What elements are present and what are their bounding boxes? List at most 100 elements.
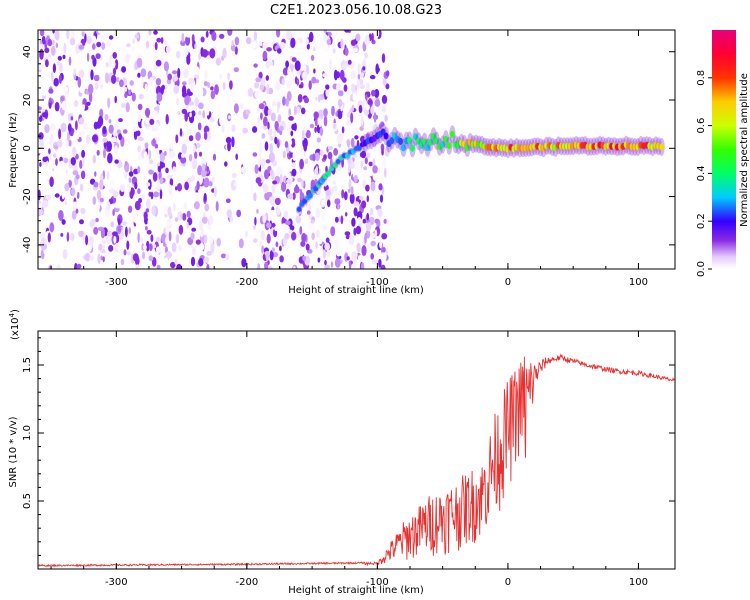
noise-cell bbox=[337, 98, 343, 108]
noise-cell bbox=[276, 30, 281, 38]
noise-cell bbox=[145, 117, 151, 125]
noise-cell bbox=[350, 137, 355, 148]
noise-cell bbox=[372, 259, 378, 265]
noise-cell bbox=[71, 210, 77, 220]
noise-cell bbox=[262, 50, 268, 61]
noise-cell bbox=[293, 185, 300, 194]
noise-cell bbox=[312, 46, 316, 52]
noise-cell bbox=[315, 41, 321, 51]
noise-cell bbox=[148, 255, 154, 262]
noise-cell bbox=[329, 139, 334, 147]
noise-cell bbox=[241, 258, 247, 268]
noise-cell bbox=[144, 83, 148, 92]
noise-cell bbox=[227, 30, 233, 36]
noise-cell bbox=[277, 114, 282, 123]
noise-cell bbox=[190, 175, 196, 182]
noise-cell bbox=[353, 259, 357, 269]
noise-cell bbox=[361, 245, 367, 257]
noise-cell bbox=[326, 39, 332, 45]
noise-cell bbox=[175, 233, 180, 244]
noise-cell bbox=[163, 61, 169, 72]
noise-cell bbox=[334, 258, 341, 268]
noise-cell bbox=[286, 124, 292, 136]
noise-cell bbox=[173, 84, 179, 94]
noise-cell bbox=[61, 219, 66, 225]
noise-cell bbox=[269, 250, 274, 261]
noise-cell bbox=[257, 107, 260, 112]
noise-cell bbox=[271, 101, 277, 107]
noise-cell bbox=[126, 240, 130, 250]
noise-cell bbox=[181, 143, 187, 155]
noise-cell bbox=[184, 47, 189, 56]
noise-cell bbox=[266, 83, 270, 95]
noise-cell bbox=[254, 164, 259, 174]
noise-cell bbox=[76, 263, 82, 269]
noise-cell bbox=[275, 241, 279, 248]
noise-cell bbox=[153, 64, 158, 71]
noise-cell bbox=[125, 102, 130, 113]
noise-cell bbox=[362, 179, 367, 188]
noise-cell bbox=[274, 197, 281, 206]
noise-cell bbox=[195, 66, 200, 75]
noise-cell bbox=[381, 233, 388, 240]
noise-cell bbox=[82, 104, 86, 111]
noise-cell bbox=[61, 100, 68, 111]
noise-cell bbox=[223, 69, 228, 78]
noise-cell bbox=[357, 100, 363, 107]
noise-cell bbox=[355, 159, 360, 170]
x-tick-label: -200 bbox=[236, 277, 259, 288]
snr-frame bbox=[37, 330, 676, 570]
noise-cell bbox=[333, 148, 338, 156]
noise-cell bbox=[378, 183, 383, 191]
noise-cell bbox=[114, 159, 119, 164]
noise-cell bbox=[156, 181, 161, 192]
noise-cell bbox=[279, 245, 282, 252]
noise-cell bbox=[48, 148, 51, 155]
noise-cell bbox=[279, 173, 283, 185]
noise-cell bbox=[151, 205, 157, 216]
noise-cell bbox=[207, 224, 212, 231]
noise-cell bbox=[377, 167, 381, 175]
noise-cell bbox=[101, 34, 107, 42]
noise-cell bbox=[176, 183, 183, 192]
noise-cell bbox=[65, 176, 69, 185]
noise-cell bbox=[274, 120, 279, 130]
noise-cell bbox=[195, 131, 201, 141]
noise-cell bbox=[353, 174, 358, 183]
noise-cell bbox=[288, 116, 294, 121]
noise-cell bbox=[374, 30, 380, 39]
noise-cell bbox=[273, 128, 277, 138]
noise-cell bbox=[161, 51, 164, 62]
noise-cell bbox=[142, 194, 145, 200]
noise-cell bbox=[106, 40, 112, 47]
noise-cell bbox=[155, 246, 162, 254]
noise-cell bbox=[86, 134, 90, 144]
noise-cell bbox=[349, 161, 355, 170]
noise-cell bbox=[180, 156, 187, 164]
noise-cell bbox=[333, 123, 337, 130]
spectrogram-y-label: Frequency (Hz) bbox=[8, 112, 19, 188]
noise-cell bbox=[312, 153, 316, 162]
noise-cell bbox=[193, 201, 200, 210]
noise-cell bbox=[352, 47, 359, 53]
noise-cell bbox=[220, 253, 227, 259]
noise-cell bbox=[54, 101, 60, 112]
noise-cell bbox=[199, 87, 204, 98]
noise-cell bbox=[51, 45, 56, 57]
noise-cell bbox=[291, 231, 297, 241]
noise-cell bbox=[268, 61, 274, 66]
noise-cell bbox=[290, 130, 294, 137]
noise-cell bbox=[383, 218, 387, 224]
noise-cell bbox=[347, 59, 352, 65]
noise-cell bbox=[70, 232, 75, 242]
noise-cell bbox=[316, 137, 321, 143]
noise-cell bbox=[98, 80, 104, 85]
noise-cell bbox=[372, 170, 379, 182]
noise-cell bbox=[267, 117, 271, 122]
noise-cell bbox=[353, 227, 357, 236]
noise-cell bbox=[362, 66, 366, 71]
noise-cell bbox=[274, 81, 281, 91]
noise-cell bbox=[44, 124, 50, 134]
noise-cell bbox=[229, 80, 233, 90]
noise-cell bbox=[70, 31, 75, 39]
